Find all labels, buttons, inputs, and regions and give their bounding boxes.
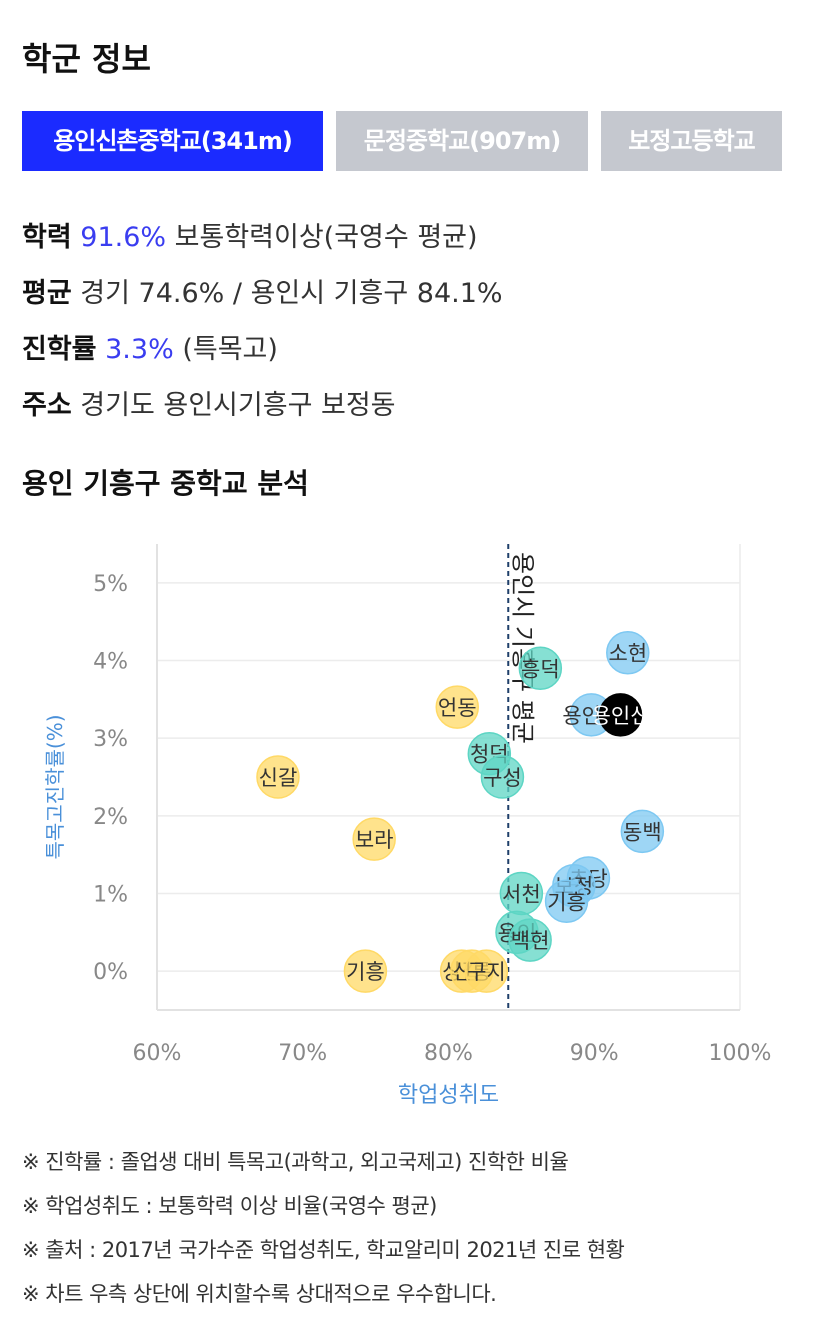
data-point-label: 서천 [502,883,541,907]
data-point-label: 소현 [608,642,647,666]
data-point-label: 백현 [511,929,550,953]
note-position: ※ 차트 우측 상단에 위치할수록 상대적으로 우수합니다. [22,1282,497,1306]
data-point [343,949,388,993]
scatter-chart: 0%1%2%3%4%5%60% 70% 80% 90% 100% 용인시 기흥구 평균 … [43,544,771,1108]
y-tick-label: 5% [93,572,128,597]
y-axis-label: 특목고진학률(%) [43,714,67,859]
y-tick-label: 3% [93,727,128,752]
achievement-row: 학력 91.6% 보통학력이상(국영수 평균) [22,215,478,254]
school-info-title: 학군 정보 [22,40,151,78]
data-point [518,646,563,691]
x-axis-label: 학업성취도 [398,1083,499,1108]
achievement-label: 학력 [22,222,72,253]
tab-munjeong-middle[interactable]: 문정중학교(907m) [336,111,588,171]
data-point-label: 보라 [355,828,394,852]
tab-bojeong-high[interactable]: 보정고등학교 [601,111,782,171]
advancement-label: 진학률 [22,334,97,365]
achievement-suffix: 보통학력이상(국영수 평균) [166,222,478,253]
data-point-label: 구성 [483,766,522,790]
reference-line-label: 용인시 기흥구 평균 [508,552,536,744]
x-tick-label: 90% [570,1041,619,1066]
data-point-label: 기흥 [547,890,586,914]
y-tick-label: 1% [93,883,128,908]
data-point [620,809,665,854]
address-label: 주소 [22,390,72,421]
advancement-suffix: (특목고) [173,334,278,365]
average-text: 경기 74.6% / 용인시 기흥구 84.1% [71,278,503,309]
x-tick-label: 60% [133,1041,182,1066]
data-point [256,755,300,799]
chart-axes: 0% 1% 2% 3% 4% 5% 60% 70% 80% 90% 100% [93,544,771,1066]
y-tick-label: 4% [93,650,128,675]
data-point-label: 용인신 [592,704,650,728]
x-tick-label: 80% [424,1041,473,1066]
data-point-label: 언동 [438,696,477,720]
tab-yongin-sinchon-middle[interactable]: 용인신촌중학교(341m) [22,111,323,171]
data-point-label: 흥덕 [521,657,560,681]
note-advancement: ※ 진학률 : 졸업생 대비 특목고(과학고, 외고국제고) 진학한 비율 [22,1150,569,1174]
achievement-value: 91.6% [80,222,167,253]
data-point-label: 신갈 [259,766,298,790]
data-point [480,755,525,799]
y-tick-label: 0% [93,960,128,985]
average-label: 평균 [22,278,72,309]
analysis-title: 용인 기흥구 중학교 분석 [22,467,309,500]
data-point [544,879,589,924]
data-point [464,949,509,993]
data-point-label: 구지 [467,960,506,984]
data-point-label: 동백 [623,820,662,844]
chart-points: 신갈보라기흥언동상갈신릉구지청덕구성흥덕서천용인백현소현동백초당보정기흥용인신용… [256,630,665,993]
notes: ※ 진학률 : 졸업생 대비 특목고(과학고, 외고국제고) 진학한 비율 ※ … [22,1144,812,1320]
x-tick-label: 100% [709,1041,772,1066]
data-point [598,693,643,737]
advancement-value: 3.3% [105,334,174,365]
average-row: 평균 경기 74.6% / 용인시 기흥구 84.1% [22,271,503,310]
data-point [435,685,479,729]
note-achievement: ※ 학업성취도 : 보통학력 이상 비율(국영수 평균) [22,1194,437,1218]
school-tabs: 용인신촌중학교(341m) 문정중학교(907m) 보정고등학교 [22,111,782,171]
chart-grid [157,544,741,1010]
note-source: ※ 출처 : 2017년 국가수준 학업성취도, 학교알리미 2021년 진로 … [22,1238,625,1262]
advancement-row: 진학률 3.3% (특목고) [22,327,278,366]
address-text: 경기도 용인시기흥구 보정동 [71,390,396,421]
data-point-label: 기흥 [346,960,385,984]
address-row: 주소 경기도 용인시기흥구 보정동 [22,383,396,422]
data-point [352,817,396,861]
data-point [508,918,552,962]
data-point [606,630,650,675]
y-tick-label: 2% [93,805,128,830]
x-tick-label: 70% [278,1041,327,1066]
